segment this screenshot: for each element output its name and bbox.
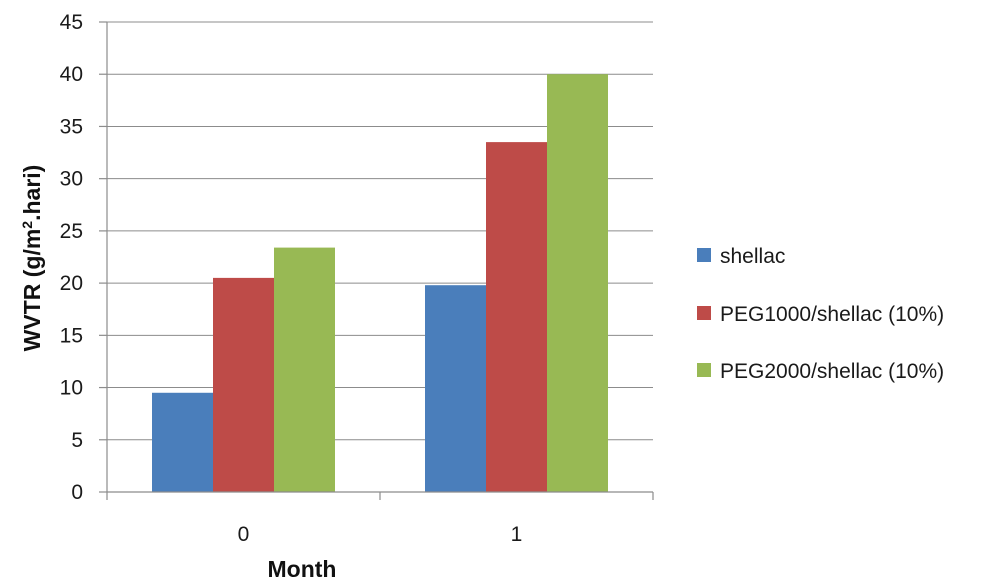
y-tick-label: 30 — [60, 168, 83, 191]
bar — [547, 74, 608, 492]
legend-swatch — [697, 248, 711, 262]
y-tick-label: 20 — [60, 272, 83, 295]
x-tick-label: 1 — [511, 523, 523, 546]
x-axis-title: Month — [268, 556, 337, 582]
legend-label: shellac — [720, 245, 785, 268]
y-tick-label: 40 — [60, 63, 83, 86]
bars — [152, 74, 608, 492]
legend: shellac PEG1000/shellac (10%) PEG2000/shel… — [697, 245, 944, 383]
bar — [213, 277, 274, 492]
y-axis-title: WVTR (g/m2.hari) — [19, 165, 45, 352]
gridlines — [107, 21, 653, 441]
bar — [274, 247, 335, 492]
y-tick-label: 45 — [60, 11, 83, 34]
y-tick-label: 15 — [60, 324, 83, 347]
y-tick-label: 25 — [60, 220, 83, 243]
legend-swatch — [697, 306, 711, 320]
y-axis-title-tail: .hari) — [19, 165, 45, 221]
y-axis-title-main: WVTR (g/m — [19, 229, 45, 352]
x-tick-label: 0 — [238, 523, 250, 546]
legend-swatch — [697, 363, 711, 377]
y-tick-label: 0 — [71, 481, 83, 504]
legend-label: PEG1000/shellac (10%) — [720, 303, 944, 326]
y-tick-label: 35 — [60, 115, 83, 138]
bar — [152, 392, 213, 492]
y-tick-labels: 0 5 10 15 20 25 30 35 40 45 — [60, 11, 83, 504]
legend-label: PEG2000/shellac (10%) — [720, 360, 944, 383]
y-tick-label: 5 — [71, 429, 83, 452]
bar — [425, 285, 486, 492]
bar — [486, 142, 547, 492]
axes — [99, 21, 654, 500]
y-axis-title-superscript: 2 — [19, 221, 35, 229]
y-tick-label: 10 — [60, 377, 83, 400]
